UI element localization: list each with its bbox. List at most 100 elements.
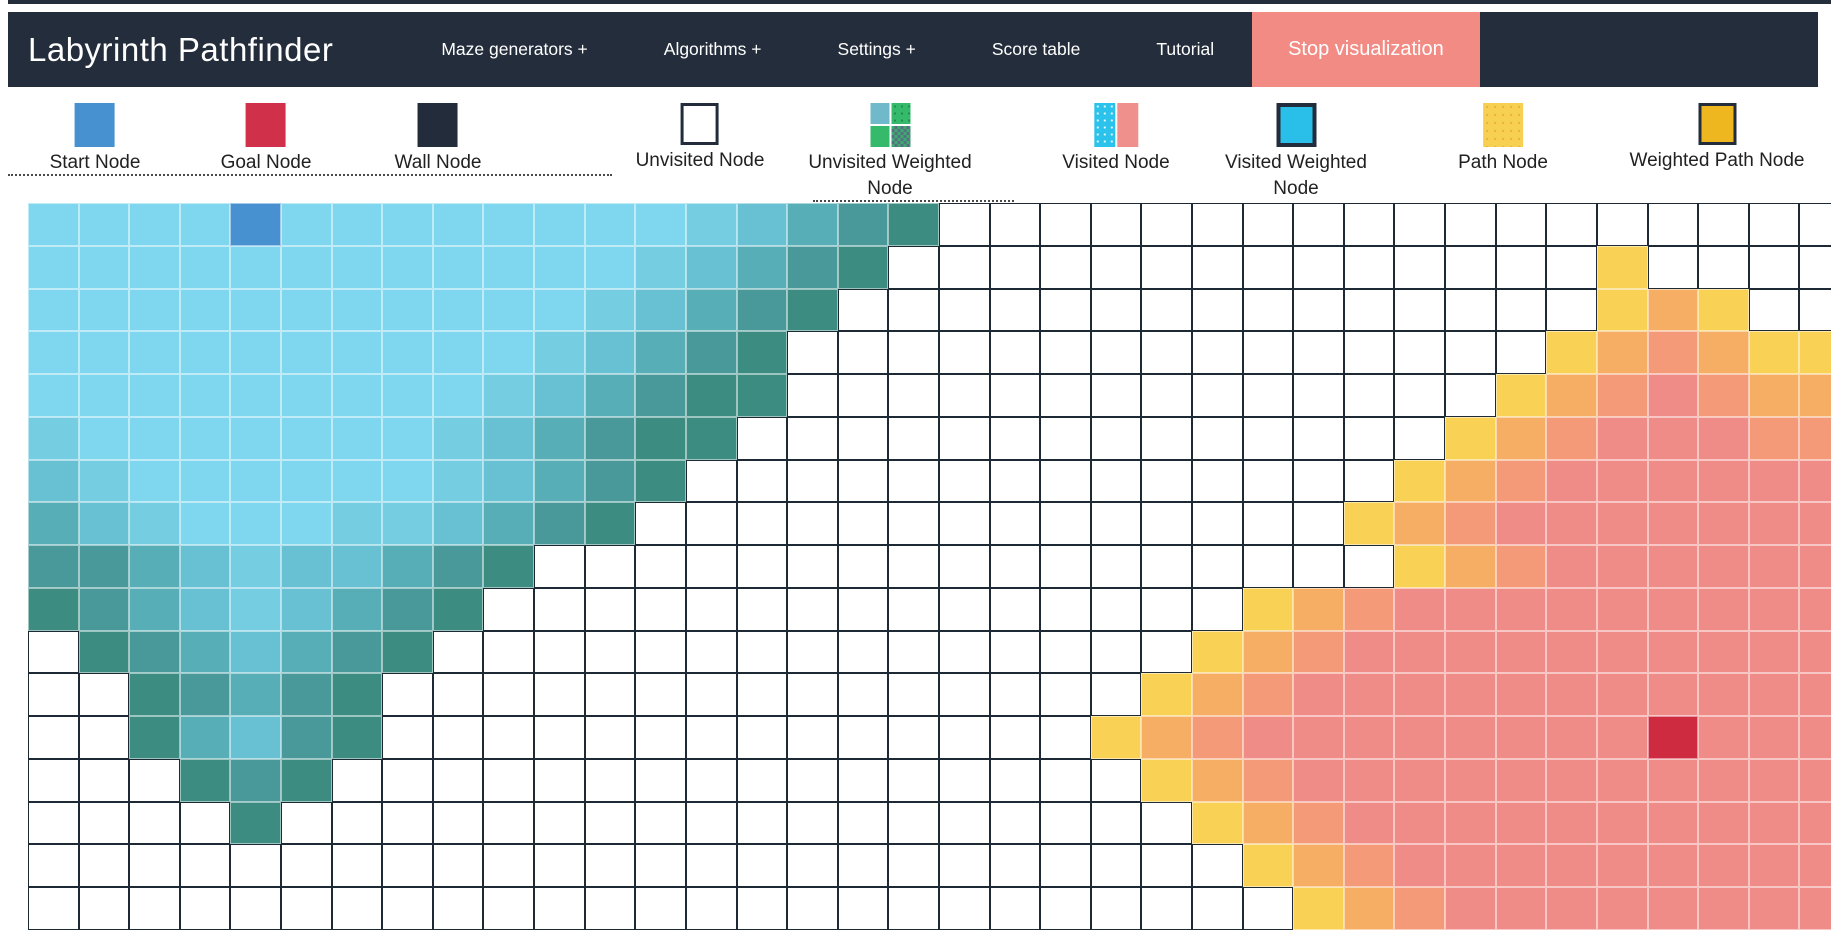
grid-cell-unvisited[interactable] (28, 801, 79, 845)
grid-cell-visited[interactable] (230, 673, 282, 717)
grid-cell-unvisited[interactable] (736, 502, 788, 546)
grid-cell-unvisited[interactable] (1343, 288, 1395, 332)
grid-cell-unvisited[interactable] (635, 887, 686, 930)
grid-cell-unvisited[interactable] (635, 844, 686, 888)
grid-cell-visited[interactable] (1293, 887, 1344, 930)
grid-cell-unvisited[interactable] (1242, 502, 1294, 546)
grid-cell-visited[interactable] (179, 331, 231, 375)
grid-cell-unvisited[interactable] (1040, 673, 1091, 717)
grid-cell-unvisited[interactable] (584, 758, 636, 802)
grid-cell-visited[interactable] (331, 331, 383, 375)
grid-cell-unvisited[interactable] (584, 630, 636, 674)
grid-cell-unvisited[interactable] (1040, 374, 1091, 417)
grid-cell-unvisited[interactable] (685, 673, 737, 717)
grid-cell-visited[interactable] (382, 545, 433, 588)
grid-cell-visited[interactable] (635, 459, 686, 503)
grid-cell-visited[interactable] (483, 416, 535, 460)
grid-cell-visited[interactable] (736, 245, 788, 289)
grid-cell-unvisited[interactable] (483, 673, 535, 717)
grid-cell-unvisited[interactable] (1141, 801, 1193, 845)
grid-cell-visited[interactable] (1647, 374, 1699, 417)
grid-cell-unvisited[interactable] (1090, 630, 1142, 674)
grid-cell-visited[interactable] (281, 502, 332, 546)
grid-cell-unvisited[interactable] (938, 374, 990, 417)
grid-cell-visited[interactable] (685, 288, 737, 332)
grid-cell-unvisited[interactable] (1799, 288, 1831, 332)
grid-cell-visited[interactable] (129, 288, 180, 332)
grid-cell-unvisited[interactable] (837, 758, 889, 802)
grid-cell-visited[interactable] (179, 245, 231, 289)
grid-cell-unvisited[interactable] (1293, 374, 1344, 417)
grid-cell-unvisited[interactable] (1090, 288, 1142, 332)
grid-cell-visited[interactable] (1546, 416, 1597, 460)
grid-cell-unvisited[interactable] (1698, 245, 1749, 289)
grid-cell-visited[interactable] (584, 203, 636, 246)
grid-cell-unvisited[interactable] (1040, 801, 1091, 845)
grid-cell-unvisited[interactable] (888, 416, 939, 460)
grid-cell-unvisited[interactable] (1040, 502, 1091, 546)
grid-cell-visited[interactable] (281, 331, 332, 375)
grid-cell-visited[interactable] (281, 459, 332, 503)
grid-cell-unvisited[interactable] (938, 416, 990, 460)
grid-cell-visited[interactable] (1192, 673, 1243, 717)
grid-cell-unvisited[interactable] (1293, 545, 1344, 588)
grid-cell-unvisited[interactable] (1192, 545, 1243, 588)
grid-cell-unvisited[interactable] (1141, 245, 1193, 289)
grid-cell-visited[interactable] (787, 245, 838, 289)
grid-cell-visited[interactable] (1242, 844, 1294, 888)
grid-cell-visited[interactable] (1698, 416, 1749, 460)
grid-cell-visited[interactable] (1698, 587, 1749, 631)
grid-cell-visited[interactable] (28, 331, 79, 375)
grid-cell-visited[interactable] (129, 374, 180, 417)
grid-cell-visited[interactable] (1495, 374, 1547, 417)
grid-cell-visited[interactable] (382, 331, 433, 375)
grid-cell-visited[interactable] (1242, 716, 1294, 759)
grid-cell-unvisited[interactable] (331, 801, 383, 845)
grid-cell-visited[interactable] (1799, 502, 1831, 546)
grid-cell-visited[interactable] (230, 758, 282, 802)
grid-cell-visited[interactable] (1647, 630, 1699, 674)
grid-cell-visited[interactable] (1698, 545, 1749, 588)
grid-cell-unvisited[interactable] (1141, 502, 1193, 546)
grid-cell-visited[interactable] (129, 245, 180, 289)
grid-cell-visited[interactable] (1445, 887, 1496, 930)
grid-cell-visited[interactable] (1596, 673, 1648, 717)
grid-cell-visited[interactable] (432, 459, 484, 503)
grid-cell-unvisited[interactable] (1242, 245, 1294, 289)
grid-cell-visited[interactable] (1799, 844, 1831, 888)
grid-cell-unvisited[interactable] (635, 801, 686, 845)
grid-cell-visited[interactable] (1394, 801, 1446, 845)
grid-cell-unvisited[interactable] (1141, 844, 1193, 888)
grid-cell-unvisited[interactable] (78, 716, 130, 759)
grid-cell-unvisited[interactable] (837, 587, 889, 631)
grid-cell-visited[interactable] (1698, 758, 1749, 802)
grid-cell-unvisited[interactable] (989, 587, 1041, 631)
grid-cell-visited[interactable] (787, 203, 838, 246)
grid-cell-visited[interactable] (1293, 801, 1344, 845)
grid-cell-unvisited[interactable] (837, 887, 889, 930)
grid-cell-visited[interactable] (837, 203, 889, 246)
grid-cell-unvisited[interactable] (685, 502, 737, 546)
grid-cell-visited[interactable] (1495, 502, 1547, 546)
grid-cell-visited[interactable] (179, 630, 231, 674)
grid-cell-visited[interactable] (837, 245, 889, 289)
grid-cell-visited[interactable] (1445, 587, 1496, 631)
grid-cell-visited[interactable] (179, 716, 231, 759)
grid-cell-unvisited[interactable] (382, 887, 433, 930)
grid-cell-unvisited[interactable] (989, 459, 1041, 503)
grid-cell-visited[interactable] (382, 459, 433, 503)
grid-cell-visited[interactable] (1596, 545, 1648, 588)
grid-cell-visited[interactable] (281, 545, 332, 588)
grid-cell-visited[interactable] (1293, 587, 1344, 631)
grid-cell-visited[interactable] (281, 416, 332, 460)
grid-cell-visited[interactable] (382, 502, 433, 546)
grid-cell-visited[interactable] (1445, 545, 1496, 588)
grid-cell-unvisited[interactable] (1090, 844, 1142, 888)
grid-cell-visited[interactable] (179, 545, 231, 588)
grid-cell-visited[interactable] (1293, 630, 1344, 674)
grid-cell-unvisited[interactable] (888, 374, 939, 417)
grid-cell-visited[interactable] (1495, 758, 1547, 802)
grid-cell-unvisited[interactable] (685, 630, 737, 674)
grid-cell-visited[interactable] (635, 331, 686, 375)
grid-cell-unvisited[interactable] (382, 716, 433, 759)
